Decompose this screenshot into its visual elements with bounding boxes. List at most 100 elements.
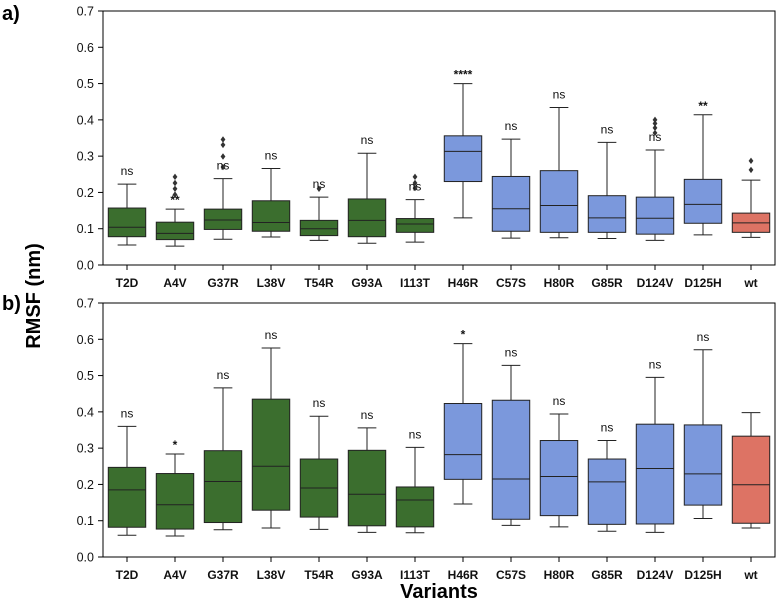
box-iqr bbox=[635, 423, 675, 525]
box-iqr bbox=[347, 198, 387, 238]
box-t54r: ns bbox=[299, 396, 339, 530]
box-i113t: ns bbox=[395, 173, 435, 243]
box-iqr bbox=[491, 399, 531, 520]
x-tick-label: G85R bbox=[591, 276, 623, 290]
box-h80r: ns bbox=[539, 88, 579, 239]
outlier-point bbox=[220, 153, 226, 160]
x-tick-label: T54R bbox=[304, 276, 334, 290]
x-tick-label: D125H bbox=[684, 568, 721, 582]
outlier-point bbox=[412, 173, 418, 181]
x-tick-label: C57S bbox=[496, 276, 526, 290]
panel-a: a) 0.0 0.1 0.2 0.3 0.4 0.5 0.6 0.7 ns T2D ** A4V ns G3… bbox=[2, 3, 776, 290]
box-iqr bbox=[251, 200, 291, 232]
significance-label: ns bbox=[217, 159, 230, 173]
x-tick-label: L38V bbox=[257, 276, 286, 290]
box-c57s: ns bbox=[491, 119, 531, 239]
significance-label: ns bbox=[697, 330, 710, 344]
significance-label: ns bbox=[409, 427, 422, 441]
y-tick-label: 0.1 bbox=[77, 514, 94, 528]
outlier-point bbox=[220, 141, 226, 149]
box-h46r: **** bbox=[443, 68, 483, 219]
box-g93a: ns bbox=[347, 408, 387, 533]
significance-label: ns bbox=[313, 177, 326, 191]
significance-label: * bbox=[173, 438, 178, 452]
y-tick-label: 0.0 bbox=[77, 551, 94, 565]
x-axis-title: Variants bbox=[400, 581, 478, 603]
x-tick-label: H46R bbox=[448, 276, 479, 290]
significance-label: **** bbox=[454, 68, 473, 82]
box-t54r: ns bbox=[299, 177, 339, 241]
box-iqr bbox=[107, 207, 147, 238]
x-tick-label: G37R bbox=[207, 276, 239, 290]
significance-label: ** bbox=[698, 99, 708, 113]
box-iqr bbox=[491, 175, 531, 232]
x-tick-label: T2D bbox=[116, 568, 139, 582]
outlier-point bbox=[172, 185, 178, 192]
x-tick-label: wt bbox=[743, 568, 757, 582]
significance-label: ** bbox=[170, 193, 180, 207]
box-d124v: ns bbox=[635, 116, 675, 241]
y-tick-label: 0.3 bbox=[77, 150, 94, 164]
y-tick-label: 0.4 bbox=[77, 113, 94, 127]
box-iqr bbox=[251, 398, 291, 511]
box-t2d: ns bbox=[107, 406, 147, 536]
y-tick-label: 0.3 bbox=[77, 442, 94, 456]
x-tick-label: C57S bbox=[496, 568, 526, 582]
significance-label: ns bbox=[553, 88, 566, 102]
panel-b: b) 0.0 0.1 0.2 0.3 0.4 0.5 0.6 0.7 ns T2D * A4V ns G37… bbox=[2, 293, 776, 582]
outlier-point bbox=[316, 185, 322, 192]
box-g85r: ns bbox=[587, 122, 627, 240]
outlier-point bbox=[172, 173, 178, 181]
outlier-point bbox=[220, 136, 226, 143]
significance-label: ns bbox=[265, 328, 278, 342]
x-tick-label: I113T bbox=[400, 568, 431, 582]
x-tick-label: I113T bbox=[400, 276, 431, 290]
x-tick-label: A4V bbox=[163, 276, 186, 290]
x-tick-label: T54R bbox=[304, 568, 334, 582]
x-tick-label: G93A bbox=[351, 568, 383, 582]
x-tick-label: T2D bbox=[116, 276, 139, 290]
box-a4v: * bbox=[155, 438, 195, 537]
y-tick-label: 0.6 bbox=[77, 333, 94, 347]
box-h80r: ns bbox=[539, 394, 579, 528]
x-tick-label: D124V bbox=[637, 276, 674, 290]
outlier-point bbox=[172, 191, 178, 198]
box-iqr bbox=[395, 486, 435, 528]
x-tick-label: G37R bbox=[207, 568, 239, 582]
outlier-point bbox=[220, 163, 226, 171]
significance-label: ns bbox=[121, 164, 134, 178]
x-tick-label: D124V bbox=[637, 568, 674, 582]
box-i113t: ns bbox=[395, 427, 435, 534]
box-iqr bbox=[155, 221, 195, 241]
significance-label: ns bbox=[601, 122, 614, 136]
box-iqr bbox=[587, 195, 627, 233]
x-tick-label: G93A bbox=[351, 276, 383, 290]
significance-label: ns bbox=[505, 119, 518, 133]
box-c57s: ns bbox=[491, 345, 531, 526]
y-tick-label: 0.6 bbox=[77, 41, 94, 55]
box-g85r: ns bbox=[587, 421, 627, 532]
box-t2d: ns bbox=[107, 164, 147, 246]
box-g93a: ns bbox=[347, 133, 387, 244]
box-iqr bbox=[731, 435, 771, 524]
box-d124v: ns bbox=[635, 357, 675, 533]
outlier-point bbox=[172, 179, 178, 187]
outlier-point bbox=[652, 129, 658, 137]
significance-label: ns bbox=[601, 421, 614, 435]
box-iqr bbox=[299, 219, 339, 237]
outlier-point bbox=[652, 124, 658, 132]
box-g37r: ns bbox=[203, 136, 243, 240]
box-d125h: ns bbox=[683, 330, 723, 520]
box-iqr bbox=[539, 170, 579, 233]
box-iqr bbox=[395, 218, 435, 233]
significance-label: ns bbox=[409, 180, 422, 194]
significance-label: ns bbox=[505, 345, 518, 359]
box-wt bbox=[731, 412, 771, 529]
box-h46r: * bbox=[443, 328, 483, 505]
significance-label: ns bbox=[553, 394, 566, 408]
y-tick-label: 0.7 bbox=[77, 297, 94, 311]
panel-label: b) bbox=[2, 293, 21, 315]
box-iqr bbox=[683, 424, 723, 506]
significance-label: ns bbox=[265, 148, 278, 162]
